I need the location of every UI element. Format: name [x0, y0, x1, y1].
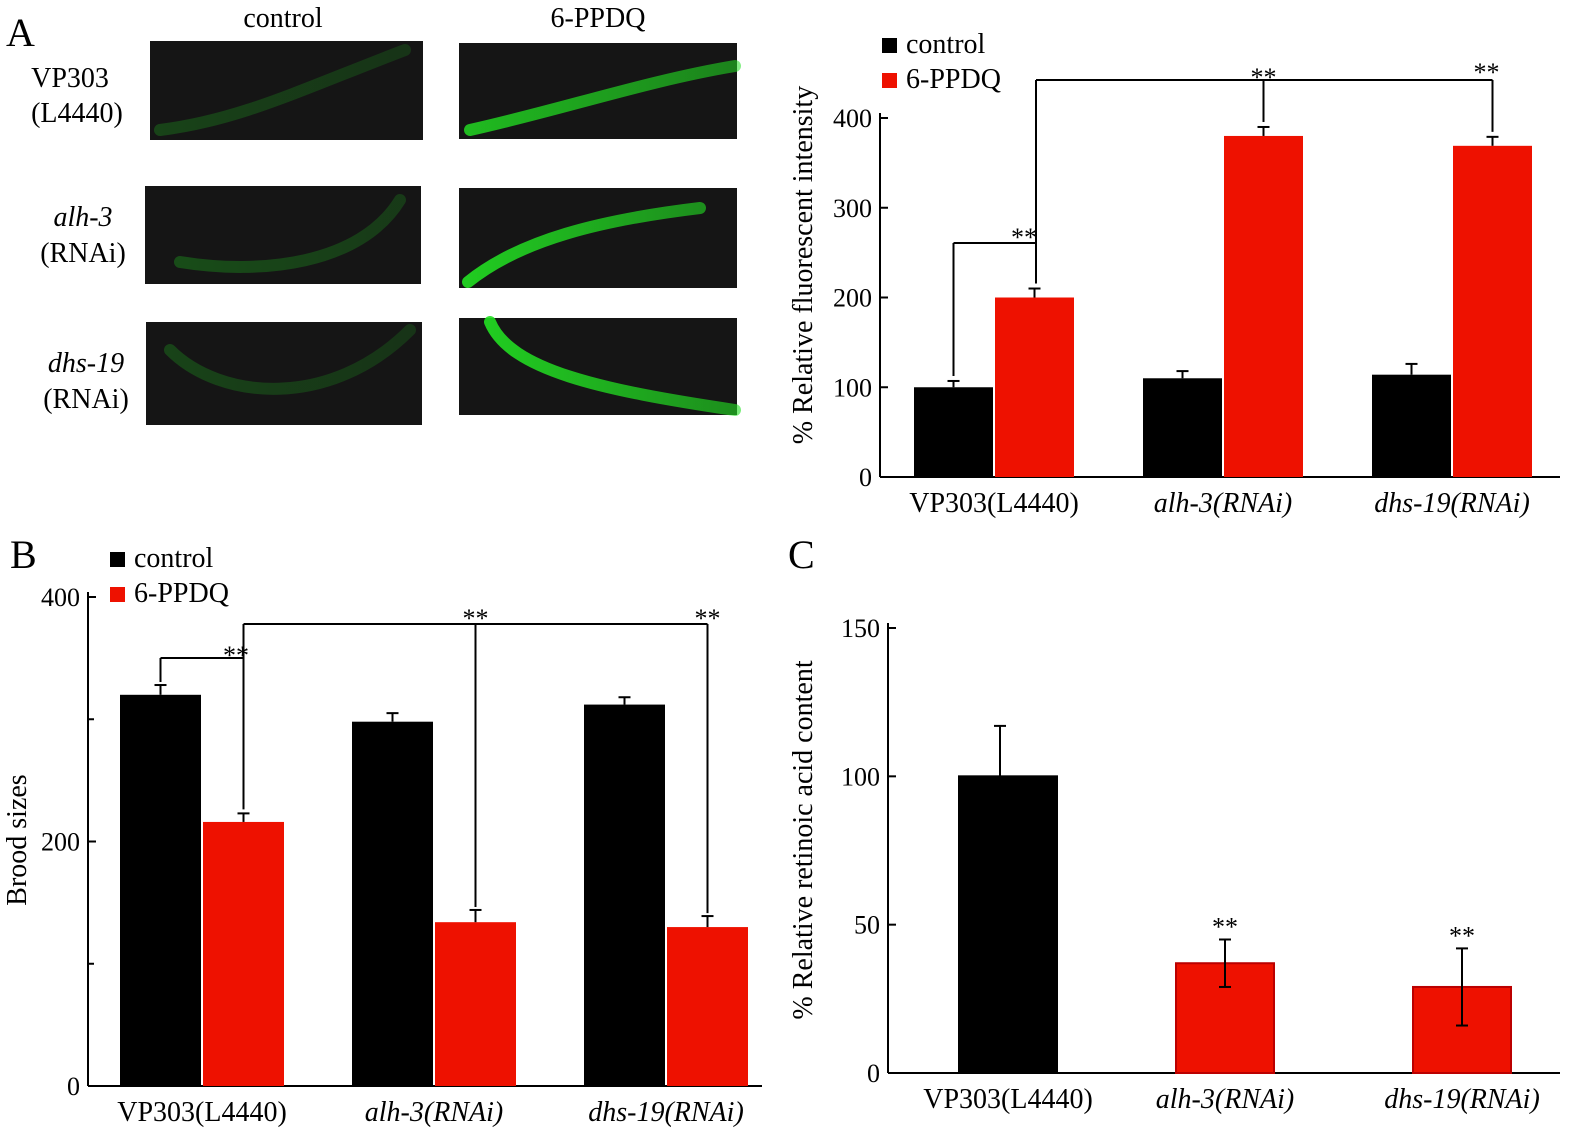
chart-b-significance: **	[695, 604, 721, 633]
chart-b-category-label: VP303(L4440)	[117, 1097, 287, 1128]
column-header-6ppdq: 6-PPDQ	[551, 3, 646, 34]
chart-c-significance: **	[1449, 921, 1475, 950]
chart-a-bar-6-PPDQ-2	[1453, 145, 1532, 477]
panel-letter-b: B	[10, 532, 37, 577]
chart-b-bar-6-PPDQ-2	[667, 927, 748, 1086]
chart-a-legend-label: control	[906, 29, 986, 60]
chart-a-y-axis-label: % Relative fluorescent intensity	[788, 86, 819, 444]
row-label-dhs19-sub: (RNAi)	[43, 384, 129, 415]
chart-b-legend-swatch	[110, 587, 125, 602]
worm-fluorescence-3	[462, 202, 706, 288]
worm-fluorescence-4	[164, 324, 416, 395]
chart-a-category-label: alh-3(RNAi)	[1154, 488, 1292, 519]
chart-a-significance: **	[1251, 63, 1277, 92]
chart-c-ytick-label: 100	[841, 762, 880, 791]
row-label-vp303-sub: (L4440)	[31, 98, 123, 129]
worm-fluorescence-0	[154, 44, 411, 136]
chart-c-ytick-label: 150	[841, 614, 880, 643]
chart-a-significance: **	[1011, 223, 1037, 252]
chart-b-category-label: dhs-19(RNAi)	[588, 1097, 744, 1128]
chart-a-category-label: VP303(L4440)	[909, 488, 1079, 519]
chart-c-ytick-label: 0	[867, 1059, 880, 1088]
chart-b-bar-6-PPDQ-1	[435, 922, 516, 1086]
chart-c-significance: **	[1212, 913, 1238, 942]
chart-b-ytick-label: 200	[41, 828, 80, 857]
chart-a-ytick-label: 0	[859, 463, 872, 492]
worm-fluorescence-1	[464, 60, 741, 136]
chart-b-legend-label: 6-PPDQ	[134, 578, 229, 609]
chart-a-bar-6-PPDQ-0	[995, 297, 1074, 477]
row-label-alh3: alh-3	[53, 202, 112, 233]
chart-c-category-label: VP303(L4440)	[923, 1084, 1093, 1115]
chart-a-ytick-label: 400	[833, 104, 872, 133]
chart-a-bar-6-PPDQ-1	[1224, 135, 1303, 477]
chart-a-bar-control-0	[914, 387, 993, 477]
chart-b-ytick-label: 0	[67, 1072, 80, 1101]
panel-letter-c: C	[788, 532, 815, 577]
chart-b-significance: **	[223, 641, 249, 670]
chart-c-y-axis-label: % Relative retinoic acid content	[788, 660, 819, 1019]
chart-a-legend-swatch	[882, 38, 897, 53]
chart-b-legend-swatch	[110, 552, 125, 567]
chart-b-y-axis-label: Brood sizes	[2, 774, 33, 905]
chart-a-significance: **	[1474, 58, 1500, 87]
chart-c-ytick-label: 50	[854, 911, 880, 940]
chart-b-significance: **	[463, 604, 489, 633]
panel-letter-a: A	[6, 10, 35, 55]
chart-b-bar-control-1	[352, 721, 433, 1086]
chart-a-category-label: dhs-19(RNAi)	[1374, 488, 1530, 519]
chart-b-ytick-label: 400	[41, 583, 80, 612]
chart-a-ytick-label: 300	[833, 194, 872, 223]
chart-a-bar-control-1	[1143, 378, 1222, 477]
column-header-control: control	[243, 3, 323, 34]
chart-b-category-label: alh-3(RNAi)	[365, 1097, 503, 1128]
chart-a-bar-control-2	[1372, 374, 1451, 477]
worm-fluorescence-2	[174, 194, 406, 273]
chart-c-category-label: alh-3(RNAi)	[1156, 1084, 1294, 1115]
chart-a-legend-swatch	[882, 73, 897, 88]
chart-a-ytick-label: 200	[833, 284, 872, 313]
chart-a-legend-label: 6-PPDQ	[906, 64, 1001, 95]
chart-b-bar-6-PPDQ-0	[203, 821, 284, 1086]
chart-b-legend-label: control	[134, 543, 214, 574]
chart-b-bar-control-0	[120, 694, 201, 1086]
micrograph-4	[146, 322, 422, 425]
chart-c-bar-0	[958, 775, 1058, 1074]
chart-a-ytick-label: 100	[833, 373, 872, 402]
worm-fluorescence-5	[484, 316, 741, 416]
row-label-dhs19: dhs-19	[48, 348, 124, 379]
row-label-vp303: VP303	[31, 63, 109, 94]
chart-c-category-label: dhs-19(RNAi)	[1384, 1084, 1540, 1115]
chart-b-bar-control-2	[584, 704, 665, 1086]
row-label-alh3-sub: (RNAi)	[40, 238, 126, 269]
